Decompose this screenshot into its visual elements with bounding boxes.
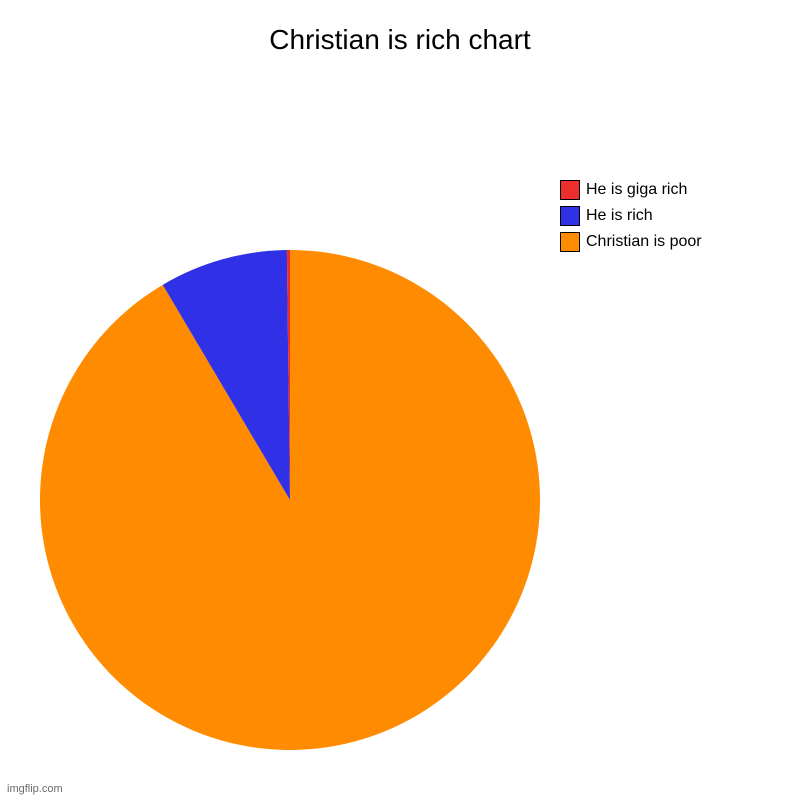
legend-swatch — [560, 232, 580, 252]
watermark: imgflip.com — [4, 782, 66, 796]
legend-label: He is rich — [586, 207, 653, 225]
legend: He is giga rich He is rich Christian is po… — [560, 180, 702, 252]
legend-item: Christian is poor — [560, 232, 702, 252]
legend-item: He is rich — [560, 206, 702, 226]
pie-chart — [0, 0, 800, 800]
legend-item: He is giga rich — [560, 180, 702, 200]
legend-swatch — [560, 206, 580, 226]
legend-swatch — [560, 180, 580, 200]
legend-label: He is giga rich — [586, 181, 687, 199]
legend-label: Christian is poor — [586, 233, 702, 251]
